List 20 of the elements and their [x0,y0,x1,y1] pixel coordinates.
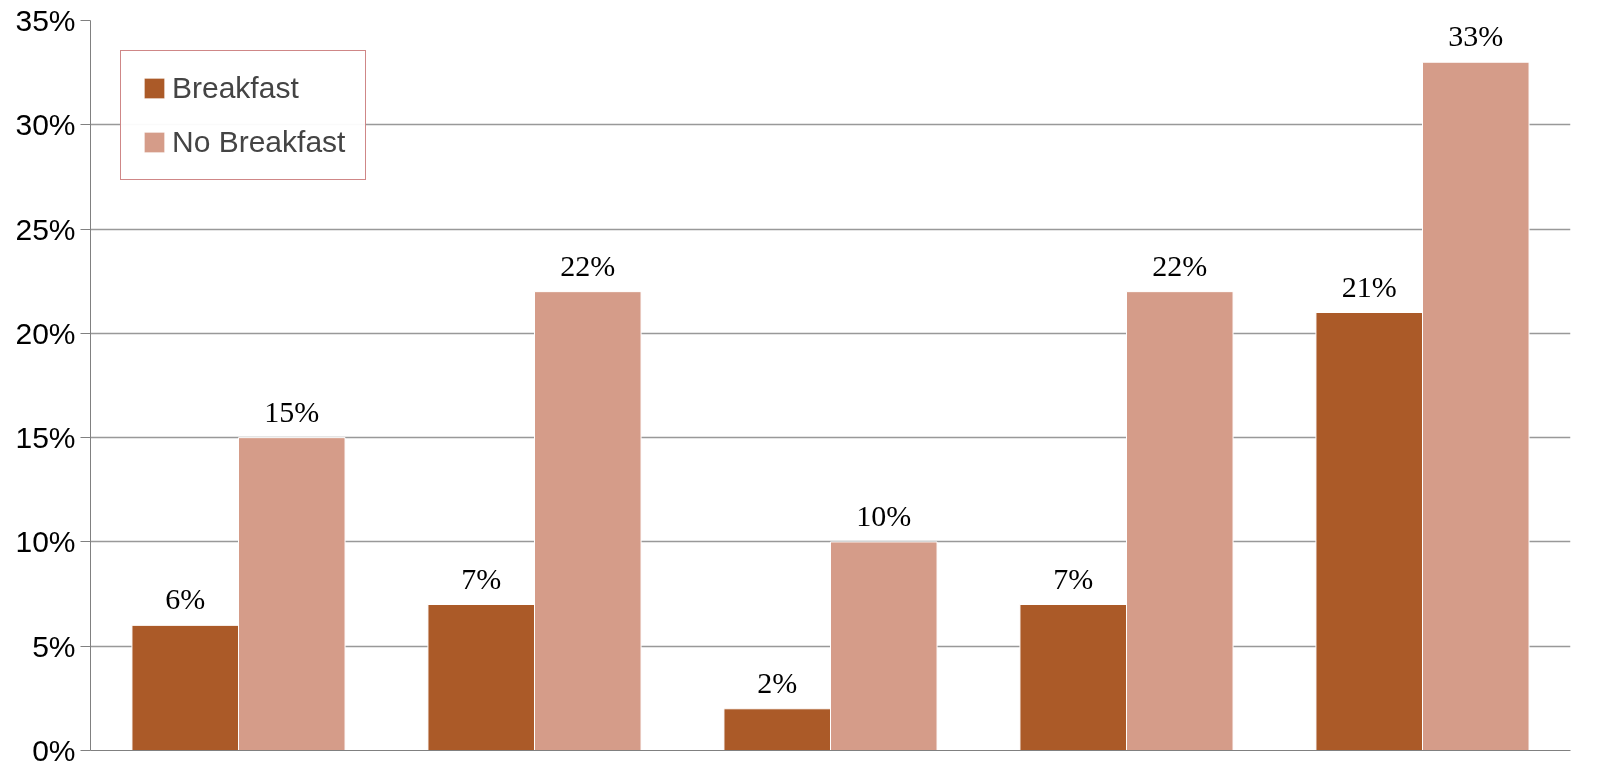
data-label: 33% [1448,19,1504,53]
y-tick-label: 15% [15,421,76,455]
y-tick-label: 30% [15,108,76,142]
data-label: 21% [1341,269,1397,303]
y-tick-label: 0% [32,734,76,767]
y-tick-label: 20% [15,316,76,350]
data-label: 2% [757,665,798,699]
data-label: 15% [264,394,320,428]
data-label: 7% [1053,561,1094,595]
data-label: 22% [560,248,616,282]
data-label: 6% [165,582,206,616]
y-tick-label: 10% [15,525,76,559]
data-label: 22% [1152,248,1208,282]
data-label: 7% [461,561,502,595]
legend-label: No Breakfast [172,125,346,159]
legend-label: Breakfast [172,71,299,105]
y-tick-label: 35% [15,4,76,37]
y-tick-label: 5% [32,629,76,663]
y-tick-label: 25% [15,212,76,246]
data-label: 10% [856,498,912,532]
